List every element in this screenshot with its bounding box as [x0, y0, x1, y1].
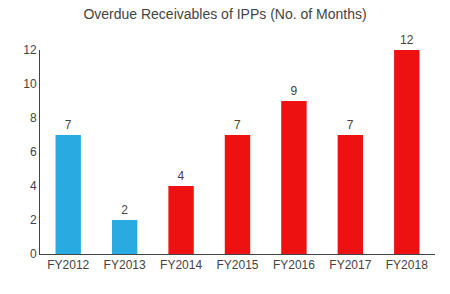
- svg-text:FY2015: FY2015: [216, 258, 258, 272]
- svg-text:FY2018: FY2018: [386, 258, 428, 272]
- svg-text:0: 0: [30, 247, 37, 261]
- svg-text:12: 12: [23, 43, 37, 57]
- svg-text:FY2013: FY2013: [104, 258, 146, 272]
- svg-text:FY2014: FY2014: [160, 258, 202, 272]
- svg-text:2: 2: [121, 203, 128, 217]
- svg-text:10: 10: [23, 77, 37, 91]
- svg-text:7: 7: [65, 118, 72, 132]
- svg-text:12: 12: [400, 33, 414, 47]
- svg-text:4: 4: [178, 169, 185, 183]
- svg-text:6: 6: [30, 145, 37, 159]
- svg-text:2: 2: [30, 213, 37, 227]
- svg-text:4: 4: [30, 179, 37, 193]
- svg-text:7: 7: [234, 118, 241, 132]
- svg-text:7: 7: [347, 118, 354, 132]
- svg-text:FY2012: FY2012: [47, 258, 89, 272]
- svg-text:9: 9: [290, 84, 297, 98]
- svg-text:FY2016: FY2016: [273, 258, 315, 272]
- svg-text:FY2017: FY2017: [329, 258, 371, 272]
- svg-text:Overdue Receivables of IPPs (N: Overdue Receivables of IPPs (No. of Mont…: [83, 6, 366, 22]
- svg-text:8: 8: [30, 111, 37, 125]
